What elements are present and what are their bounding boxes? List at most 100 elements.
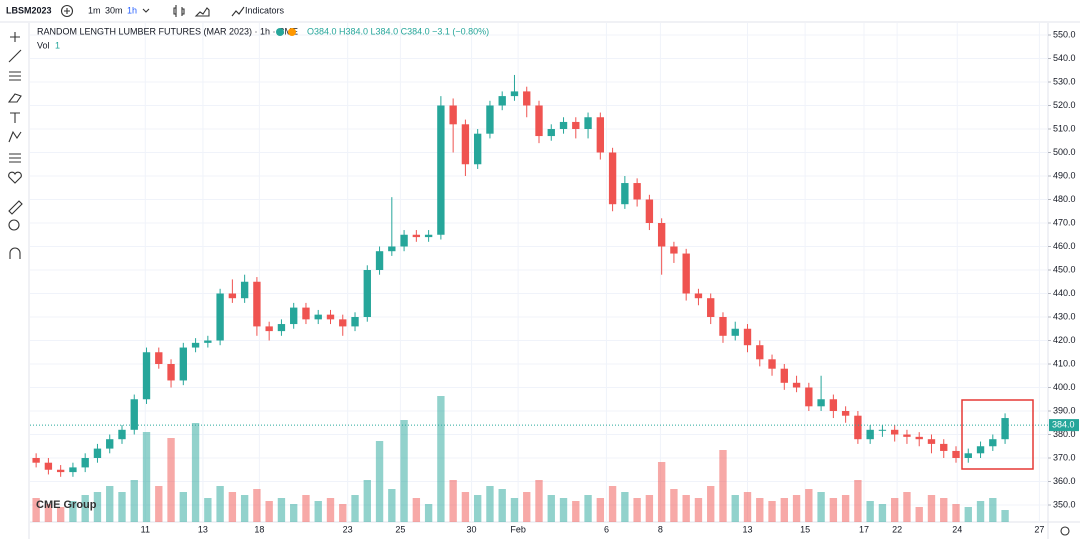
candle-body [461,124,470,165]
candle-body [915,436,923,440]
area-icon[interactable] [194,7,210,17]
volume-bar [228,492,237,522]
candle-body [792,382,801,388]
volume-bar [302,495,310,522]
volume-bar [547,495,555,522]
candle-body [155,352,163,364]
x-tick-label: 13 [198,524,208,534]
candle-body [363,270,371,317]
candle-body [339,319,347,327]
x-tick-label: 30 [467,524,477,534]
volume-bar [903,492,911,522]
x-tick-label: 17 [859,524,869,534]
interval-1m[interactable]: 1m [88,5,101,15]
volume-bar [964,507,972,522]
x-tick-label: 13 [742,524,752,534]
y-tick-label: 350.0 [1053,499,1076,509]
volume-bar [167,438,175,522]
candle-body [768,359,776,369]
market-dot [288,28,296,36]
volume-bar [572,501,580,522]
candle-body [486,105,494,134]
volume-bar [142,432,151,522]
volume-bar [44,504,53,522]
indicators-icon[interactable] [231,6,245,17]
candle-body [989,439,997,447]
volume-bar [940,498,948,522]
crosshair-tool[interactable] [10,32,20,42]
bars-icon[interactable] [173,5,185,17]
candle-body [940,443,948,451]
volume-bar [510,498,519,522]
interval-dropdown[interactable] [142,8,150,13]
volume-bar [388,489,396,522]
pattern-tool[interactable] [8,130,22,143]
ohlc-legend: O384.0 H384.0 L384.0 C384.0 −3.1 (−0.80%… [307,26,489,36]
candle-body [204,340,212,343]
interval-30m[interactable]: 30m [105,5,123,15]
magnet-tool[interactable] [9,247,21,259]
add-symbol[interactable] [60,4,74,18]
candle-body [44,462,53,470]
candle-body [167,364,175,381]
interval-1h[interactable]: 1h [127,5,137,15]
candle-body [191,342,200,348]
candle-body [510,91,519,97]
volume-bar [878,504,887,522]
volume-bar [277,498,286,522]
volume-bar [375,441,384,522]
chart-title: RANDOM LENGTH LUMBER FUTURES (MAR 2023) … [37,26,298,36]
volume-bar [523,492,531,522]
volume-bar [719,450,727,522]
status-dot [276,28,284,36]
candle-body [498,96,506,106]
candle-body [437,105,445,235]
trendline-tool[interactable] [8,49,22,63]
settings-icon[interactable] [1060,526,1070,536]
candle-body [32,458,40,463]
last-price-label: 384.0 [1052,419,1075,429]
candle-body [265,326,273,332]
text-tool[interactable] [10,112,20,123]
brush-tool[interactable] [7,93,22,103]
volume-bar [290,504,298,522]
y-tick-label: 440.0 [1053,288,1076,298]
top-toolbar [0,0,1080,22]
volume-bar [694,498,703,522]
y-tick-label: 460.0 [1053,241,1076,251]
prediction-tool[interactable] [9,153,21,163]
volume-bar [1001,510,1009,522]
volume-bar [670,489,678,522]
candle-body [952,450,960,458]
candle-body [142,352,151,400]
volume-bar [314,501,322,522]
candle-body [375,251,384,270]
volume-bar [204,498,212,522]
volume-bar [412,498,421,522]
volume-bar [253,489,261,522]
volume-bar [866,501,874,522]
candle-body [424,234,433,238]
y-tick-label: 510.0 [1053,123,1076,133]
ruler-tool[interactable] [8,200,23,215]
candle-body [891,429,899,435]
candle-body [81,458,89,468]
y-tick-label: 480.0 [1053,194,1076,204]
candle-body [682,253,690,294]
volume-bar [805,489,813,522]
volume-bar [682,495,690,522]
fib-tool[interactable] [9,71,21,81]
volume-bar [326,498,335,522]
symbol[interactable]: LBSM2023 [6,5,52,15]
candle-body [69,467,77,473]
candle-body [228,293,237,299]
indicators-button[interactable]: Indicators [245,5,285,15]
zoom-tool[interactable] [8,219,20,231]
candle-body [805,387,813,407]
candle-body [645,199,654,223]
volume-bar [780,498,788,522]
add-icon [64,8,70,14]
y-tick-label: 430.0 [1053,311,1076,321]
candle-body [559,121,568,129]
favorites-tool[interactable] [8,171,22,184]
